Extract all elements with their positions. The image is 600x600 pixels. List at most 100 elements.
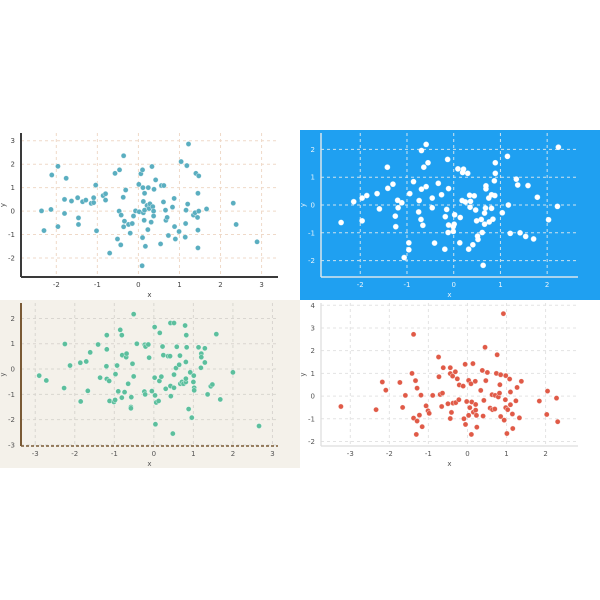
data-point — [67, 362, 73, 369]
data-point — [435, 354, 442, 360]
data-point — [128, 394, 135, 401]
data-point — [467, 204, 473, 211]
x-tick-label: -2 — [386, 450, 393, 458]
panel-background — [0, 300, 300, 468]
y-tick-label: 2 — [311, 146, 315, 154]
y-tick-label: 2 — [11, 315, 15, 323]
panel-background — [300, 300, 600, 468]
data-point — [410, 178, 417, 185]
data-point — [152, 177, 159, 183]
data-point — [230, 369, 236, 376]
data-point — [106, 250, 113, 256]
data-point — [363, 192, 370, 199]
data-point — [87, 349, 94, 356]
data-point — [201, 345, 208, 352]
data-point — [152, 421, 159, 428]
data-point — [256, 423, 262, 429]
data-point — [171, 320, 177, 326]
data-point — [413, 431, 420, 438]
data-point — [451, 211, 458, 218]
data-point — [517, 229, 523, 236]
y-axis-label: y — [0, 372, 7, 376]
data-point — [483, 182, 489, 189]
data-point — [112, 371, 119, 378]
data-point — [125, 380, 132, 387]
data-point — [233, 221, 240, 228]
x-tick-label: 0 — [136, 281, 140, 289]
data-point — [462, 199, 469, 205]
data-point — [491, 192, 498, 199]
scatter-panel-red: -3 -2 -1 0 1 2 -2 -1 0 1 2 3 4 x y — [299, 300, 600, 468]
data-point — [504, 406, 511, 413]
data-point — [555, 144, 562, 151]
data-point — [415, 209, 422, 215]
y-tick-label: -1 — [8, 391, 15, 399]
y-tick-label: -1 — [308, 415, 315, 423]
data-point — [139, 262, 146, 269]
data-point — [399, 404, 406, 411]
data-point — [379, 379, 386, 385]
data-point — [491, 406, 498, 412]
data-point — [518, 378, 525, 385]
data-point — [61, 341, 68, 347]
data-point — [471, 192, 478, 199]
data-point — [201, 359, 208, 366]
data-point — [185, 406, 192, 412]
data-point — [418, 216, 424, 223]
data-point — [373, 406, 379, 413]
data-point — [479, 367, 486, 374]
data-point — [178, 158, 185, 165]
data-point — [445, 229, 451, 236]
scatter-panel-teal: -2 -1 0 1 2 3 -2 -1 0 1 2 3 x y — [0, 130, 300, 300]
plot-layer: -2 -1 0 1 2 3 -2 -1 0 1 2 3 — [0, 130, 300, 300]
y-tick-label: 2 — [311, 347, 315, 355]
x-tick-label: 2 — [218, 281, 222, 289]
data-point — [429, 195, 436, 201]
data-point — [473, 424, 480, 431]
data-point — [480, 413, 486, 419]
data-point — [63, 175, 70, 182]
data-point — [454, 375, 461, 382]
x-tick-label: 2 — [545, 281, 549, 289]
data-point — [48, 206, 54, 213]
x-tick-label: 2 — [543, 450, 547, 458]
data-point — [423, 402, 429, 409]
data-point — [425, 159, 431, 166]
data-point — [162, 207, 169, 214]
y-axis-label: y — [0, 203, 7, 207]
data-point — [150, 213, 157, 219]
data-point — [445, 400, 451, 407]
data-point — [480, 397, 487, 404]
data-point — [112, 397, 119, 403]
data-point — [382, 387, 389, 394]
data-point — [177, 352, 183, 359]
data-point — [431, 240, 438, 246]
data-point — [156, 329, 163, 336]
data-point — [209, 381, 216, 388]
data-point — [75, 214, 82, 221]
data-point — [419, 222, 426, 229]
data-point — [83, 358, 90, 365]
data-point — [394, 197, 401, 204]
data-point — [396, 379, 403, 386]
x-tick-label: -3 — [32, 450, 39, 458]
x-tick-label: -1 — [425, 450, 432, 458]
data-point — [442, 213, 449, 220]
data-point — [418, 392, 424, 399]
data-point — [509, 411, 516, 417]
data-point — [467, 198, 474, 205]
data-point — [534, 194, 541, 201]
data-point — [43, 377, 50, 384]
data-point — [171, 223, 178, 230]
data-point — [500, 310, 507, 317]
data-point — [405, 239, 412, 246]
data-point — [414, 418, 420, 424]
data-point — [102, 190, 109, 197]
y-tick-label: 1 — [11, 340, 15, 348]
data-point — [438, 403, 445, 410]
data-point — [395, 204, 401, 211]
y-tick-label: 0 — [11, 366, 15, 374]
data-point — [536, 398, 543, 404]
data-point — [516, 414, 523, 421]
